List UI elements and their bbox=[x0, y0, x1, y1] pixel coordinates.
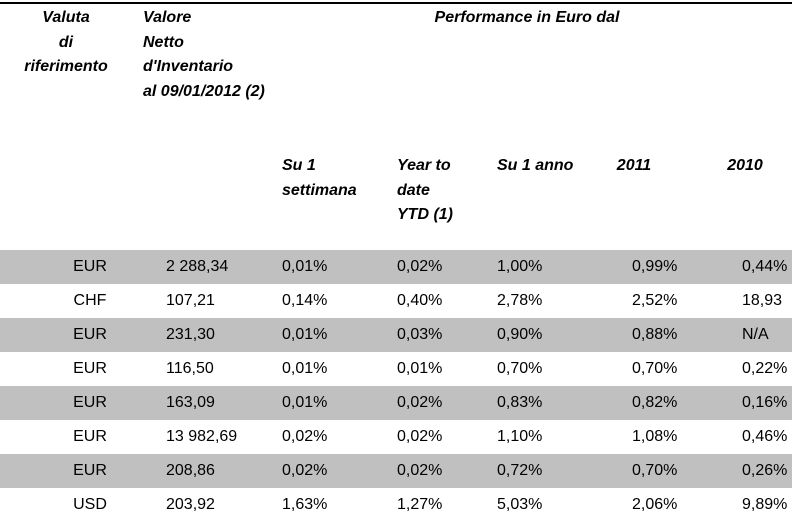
sub-header: YTD (1) bbox=[397, 206, 453, 223]
table-cell: 18,93 bbox=[742, 292, 783, 309]
table-cell: 231,30 bbox=[166, 326, 215, 343]
table-cell: 0,83% bbox=[497, 394, 543, 411]
table-cell: 0,14% bbox=[282, 292, 328, 309]
nav-header: Valore bbox=[143, 9, 192, 26]
table-cell: 5,03% bbox=[497, 496, 543, 513]
currency-header: Valuta bbox=[42, 9, 90, 26]
currency-header: di bbox=[58, 33, 74, 51]
sub-header: Su 1 bbox=[282, 157, 316, 174]
table-row: CHF 107,21 0,14% 0,40% 2,78% 2,52% 18,93 bbox=[0, 284, 792, 318]
table-row: EUR 2 288,34 0,01% 0,02% 1,00% 0,99% 0,44% bbox=[0, 250, 792, 284]
table-cell: EUR bbox=[73, 360, 107, 377]
table-cell: 163,09 bbox=[166, 394, 215, 411]
table-cell: 0,02% bbox=[397, 462, 443, 479]
table-cell: 1,00% bbox=[497, 258, 543, 275]
sub-header: Su 1 anno bbox=[497, 157, 574, 174]
nav-header: d'Inventario bbox=[143, 58, 234, 75]
currency-header: riferimento bbox=[24, 58, 108, 75]
table-cell: 116,50 bbox=[166, 360, 214, 377]
table-cell: CHF bbox=[73, 292, 107, 309]
table-row: EUR 13 982,69 0,02% 0,02% 1,10% 1,08% 0,46% bbox=[0, 420, 792, 454]
top-border bbox=[0, 2, 792, 4]
table-row: EUR 116,50 0,01% 0,01% 0,70% 0,70% 0,22% bbox=[0, 352, 792, 386]
table-cell: 0,70% bbox=[632, 360, 678, 377]
nav-header: Netto bbox=[143, 33, 184, 51]
table-cell: EUR bbox=[73, 394, 107, 411]
table-row: USD 203,92 1,63% 1,27% 5,03% 2,06% 9,89% bbox=[0, 488, 792, 522]
table-cell: 0,26% bbox=[742, 462, 788, 479]
table-cell: USD bbox=[73, 496, 107, 513]
sub-header: 2011 bbox=[616, 157, 652, 174]
table-cell: 2,52% bbox=[632, 292, 678, 309]
table-cell: 2,06% bbox=[632, 496, 678, 513]
table-cell: 0,72% bbox=[497, 462, 543, 479]
table-cell: 0,22% bbox=[742, 360, 788, 377]
table-cell: 0,02% bbox=[282, 462, 328, 479]
table-cell: 107,21 bbox=[166, 292, 215, 309]
table-row: EUR 231,30 0,01% 0,03% 0,90% 0,88% N/A bbox=[0, 318, 792, 352]
sub-header: Year to bbox=[397, 157, 451, 174]
table-cell: 0,44% bbox=[742, 258, 788, 275]
table-row: EUR 208,86 0,02% 0,02% 0,72% 0,70% 0,26% bbox=[0, 454, 792, 488]
table-cell: 9,89% bbox=[742, 496, 788, 513]
table-cell: 1,08% bbox=[632, 428, 678, 445]
table-cell: 0,40% bbox=[397, 292, 443, 309]
table-cell: 0,99% bbox=[632, 258, 678, 275]
table-cell: 0,02% bbox=[397, 394, 443, 411]
table-cell: 0,01% bbox=[282, 394, 328, 411]
sub-header: date bbox=[397, 181, 430, 199]
table-cell: 0,01% bbox=[282, 360, 328, 377]
table-cell: 0,70% bbox=[497, 360, 543, 377]
nav-header: al 09/01/2012 (2) bbox=[143, 82, 265, 100]
table-cell: 203,92 bbox=[166, 496, 215, 513]
table-cell: 0,82% bbox=[632, 394, 678, 411]
table-cell: 0,03% bbox=[397, 326, 443, 343]
table-cell: 0,88% bbox=[632, 326, 678, 343]
performance-header: Performance in Euro dal bbox=[434, 9, 620, 26]
table-row: EUR 163,09 0,01% 0,02% 0,83% 0,82% 0,16% bbox=[0, 386, 792, 420]
table-cell: 13 982,69 bbox=[166, 428, 238, 445]
table-cell: 0,01% bbox=[397, 360, 443, 377]
table-cell: 1,63% bbox=[282, 496, 328, 513]
table-cell: N/A bbox=[742, 326, 769, 343]
table-cell: 0,02% bbox=[397, 258, 443, 275]
table-cell: 1,27% bbox=[397, 496, 443, 513]
table-cell: 0,01% bbox=[282, 258, 328, 275]
table-cell: 2 288,34 bbox=[166, 258, 229, 275]
table-cell: 0,02% bbox=[397, 428, 443, 445]
table-cell: 0,16% bbox=[742, 394, 788, 411]
table-cell: 0,70% bbox=[632, 462, 678, 479]
table-cell: 0,46% bbox=[742, 428, 788, 445]
table-cell: EUR bbox=[73, 428, 107, 445]
table-cell: 0,02% bbox=[282, 428, 328, 445]
table-cell: 2,78% bbox=[497, 292, 543, 309]
table-cell: 208,86 bbox=[166, 462, 215, 479]
table-cell: 1,10% bbox=[497, 428, 543, 445]
table-cell: 0,90% bbox=[497, 326, 543, 343]
sub-header: settimana bbox=[282, 181, 357, 199]
table-cell: EUR bbox=[73, 462, 107, 479]
sub-header: 2010 bbox=[727, 157, 763, 174]
table-cell: EUR bbox=[73, 326, 107, 343]
table-cell: 0,01% bbox=[282, 326, 328, 343]
table-cell: EUR bbox=[73, 258, 107, 275]
